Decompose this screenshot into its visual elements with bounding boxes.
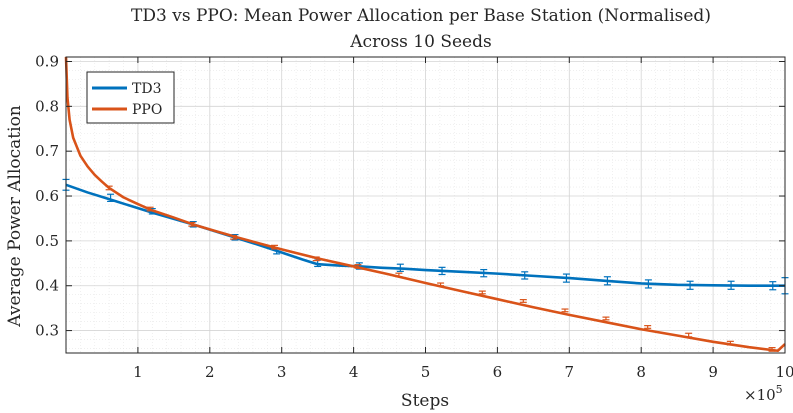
y-tick-label: 0.4: [35, 277, 59, 295]
tick-marks: [66, 57, 786, 353]
x-tick-label: 9: [708, 363, 718, 381]
error-bar-ppo: [602, 316, 610, 321]
x-exponent: ×105: [744, 383, 783, 404]
x-tick-label: 2: [205, 363, 215, 381]
error-bar-ppo: [561, 308, 569, 313]
y-tick-label: 0.3: [35, 322, 59, 340]
x-tick-label: 4: [349, 363, 359, 381]
error-bar-td3: [644, 279, 652, 289]
x-tick-label: 10: [775, 363, 793, 381]
error-bar-ppo: [105, 185, 113, 191]
minor-grid: [66, 57, 785, 353]
x-tick-label: 5: [421, 363, 431, 381]
y-axis-label: Average Power Allocation: [5, 105, 25, 328]
error-bar-td3: [727, 280, 735, 290]
x-tick-label: 7: [565, 363, 575, 381]
x-tick-labels: 1 2 3 4 5 6 7 8 9 10: [133, 363, 793, 381]
y-tick-label: 0.5: [35, 232, 59, 250]
x-axis-label: Steps: [401, 391, 449, 411]
x-exponent-base: ×10: [744, 386, 776, 404]
error-bar-ppo: [146, 206, 154, 212]
y-tick-label: 0.6: [35, 187, 59, 205]
error-bar-ppo: [354, 264, 362, 269]
error-bar-td3: [107, 193, 115, 203]
major-grid: [66, 57, 786, 353]
x-tick-label: 3: [277, 363, 287, 381]
y-tick-labels: 0.3 0.4 0.5 0.6 0.7 0.8 0.9: [35, 52, 59, 339]
error-bar-td3: [396, 263, 404, 272]
error-bar-td3: [686, 280, 694, 290]
error-bar-td3: [521, 271, 529, 280]
legend-label-td3: TD3: [132, 81, 161, 97]
error-bar-ppo: [271, 244, 279, 250]
error-bar-ppo: [644, 325, 652, 329]
error-bar-ppo: [395, 272, 403, 278]
error-bar-ppo: [478, 290, 486, 295]
error-bar-td3: [769, 281, 777, 291]
x-exponent-power: 5: [776, 383, 783, 396]
y-tick-label: 0.9: [35, 52, 59, 70]
error-bar-ppo: [437, 282, 445, 287]
x-tick-label: 6: [493, 363, 503, 381]
error-bar-td3: [438, 266, 446, 276]
legend-label-ppo: PPO: [132, 102, 162, 118]
y-tick-label: 0.8: [35, 97, 59, 115]
chart-title: TD3 vs PPO: Mean Power Allocation per Ba…: [131, 6, 711, 26]
error-bar-ppo: [519, 299, 527, 303]
legend: TD3 PPO: [86, 71, 175, 124]
error-bar-ppo: [768, 347, 776, 352]
x-tick-label: 1: [133, 363, 143, 381]
error-bar-td3: [603, 276, 611, 286]
series-line-ppo: [64, 56, 786, 353]
error-bar-td3: [562, 273, 570, 283]
series-layer: [62, 56, 789, 353]
y-tick-label: 0.7: [35, 142, 59, 160]
chart-subtitle: Across 10 Seeds: [349, 32, 491, 52]
error-bar-ppo: [312, 256, 320, 262]
error-bar-td3: [480, 268, 488, 278]
error-bar-ppo: [188, 221, 196, 227]
x-tick-label: 8: [636, 363, 646, 381]
error-bar-ppo: [230, 234, 238, 240]
error-bar-ppo: [726, 340, 734, 346]
legend-box: [86, 71, 175, 124]
error-bar-ppo: [685, 332, 693, 338]
